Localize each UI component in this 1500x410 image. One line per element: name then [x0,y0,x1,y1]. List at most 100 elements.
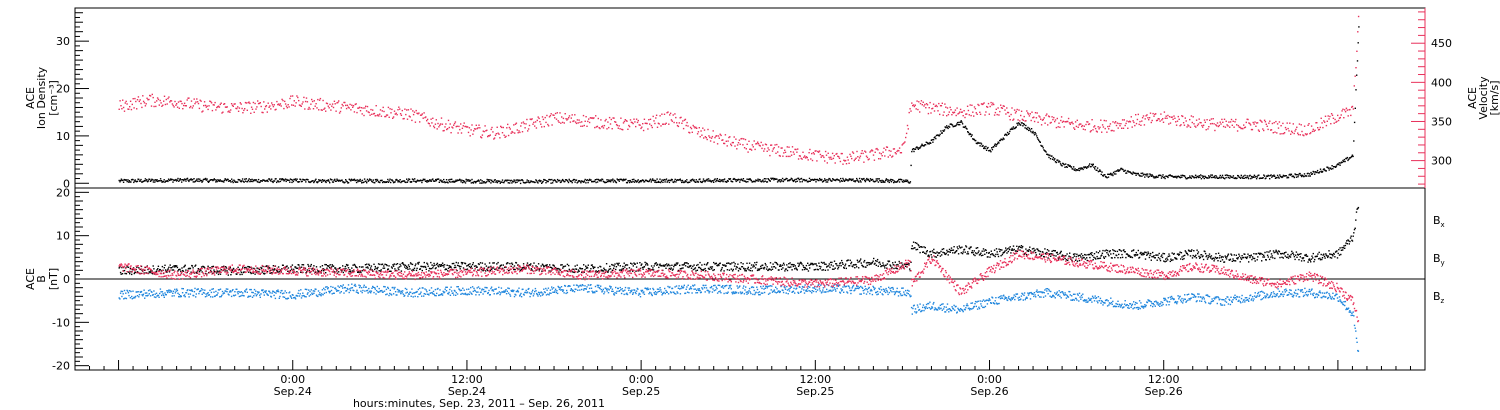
velocity-series-point [525,123,527,125]
density-series-point [905,179,907,181]
velocity-series-point [706,138,708,141]
Bx-series-point [1270,253,1273,255]
velocity-series-point [553,114,555,116]
density-series-point [1345,157,1348,160]
density-series-point [826,179,828,181]
density-series-point [149,178,151,181]
density-series-point [1078,169,1081,172]
Bx-series-point [242,267,244,269]
density-series-point [397,181,399,183]
Bx-series-point [1210,255,1213,257]
density-series-point [799,181,801,183]
Bx-series-point [455,261,457,264]
density-series-point [657,180,660,183]
velocity-series-point [1357,15,1360,18]
velocity-series-point [1241,127,1243,130]
density-series-point [413,180,415,182]
Bx-series-point [308,269,310,272]
velocity-series-point [317,98,319,101]
Bx-series-point [134,271,137,274]
Bx-series-point [1212,257,1215,259]
velocity-series-point [484,125,486,127]
velocity-series-point [989,105,991,108]
density-series-point [1114,170,1116,173]
Bx-series-point [1292,252,1294,254]
Bx-series-point [990,253,992,256]
Bx-series-point [881,265,883,267]
velocity-series-point [257,102,260,105]
Bx-series-point [809,267,811,269]
density-series-point [706,178,708,180]
velocity-series-point [817,151,820,153]
velocity-series-point [437,122,439,125]
density-series-point [506,179,509,181]
density-series-point [664,181,666,183]
density-series-point [877,178,879,180]
velocity-series-point [308,106,310,109]
density-series-point [565,179,567,181]
velocity-series-point [295,102,297,104]
Bx-series-point [1046,251,1048,254]
velocity-series-point [861,150,863,152]
velocity-series-point [1064,121,1066,123]
density-series-point [1134,172,1137,175]
velocity-series-point [121,108,123,110]
density-series-point [482,181,485,183]
Bx-series-point [1029,246,1031,248]
Bx-series-point [450,266,452,268]
velocity-series-point [1094,127,1097,130]
velocity-series-point [601,125,604,127]
Bx-series-point [779,265,781,267]
Bx-series-point [790,266,792,268]
density-series-point [279,180,282,183]
Bx-series-point [1221,255,1223,258]
density-series-point [361,182,363,184]
velocity-series-point [1225,120,1227,122]
density-series-point [252,180,254,183]
density-series-point [1321,170,1324,173]
velocity-series-point [599,127,601,130]
Bx-series-point [611,263,613,266]
density-series-point [594,180,596,182]
velocity-series-point [163,100,165,102]
density-series-point [745,181,747,183]
density-series-point [484,182,486,184]
velocity-series-point [231,104,234,107]
Bx-series-point [836,264,838,267]
velocity-series-point [344,101,346,104]
velocity-series-point [785,155,788,158]
Bx-series-point [436,263,438,266]
Bx-series-point [1156,259,1158,261]
velocity-series-point [1000,104,1002,106]
velocity-series-point [862,152,864,155]
Bx-series-point [869,262,871,264]
density-series-point [1122,168,1124,171]
density-series-point [768,178,770,181]
velocity-series-point [571,114,573,116]
Bx-series-point [1195,257,1198,259]
velocity-series-point [1234,121,1236,123]
density-series-point [1316,171,1318,173]
Bx-series-point [1099,250,1101,252]
velocity-series-point [155,105,157,108]
density-series-point [266,179,268,181]
Bx-series-point [581,268,584,270]
Bx-series-point [169,264,171,266]
Bx-series-point [1239,261,1241,263]
density-series-point [1340,162,1342,164]
velocity-series-point [746,143,748,145]
velocity-series-point [201,111,203,113]
Bx-series-point [792,263,794,266]
density-series-point [1120,167,1123,170]
Bx-series-point [751,270,753,272]
Bx-series-point [464,262,467,265]
velocity-series-point [1190,115,1193,117]
density-series-point [1100,173,1102,176]
Bx-series-point [1046,249,1049,251]
Bx-series-point [364,264,367,266]
density-series-point [1144,176,1146,178]
velocity-series-point [1269,120,1271,122]
Bx-series-point [937,254,939,256]
Bx-series-point [807,262,809,264]
Bx-series-point [1003,251,1006,253]
